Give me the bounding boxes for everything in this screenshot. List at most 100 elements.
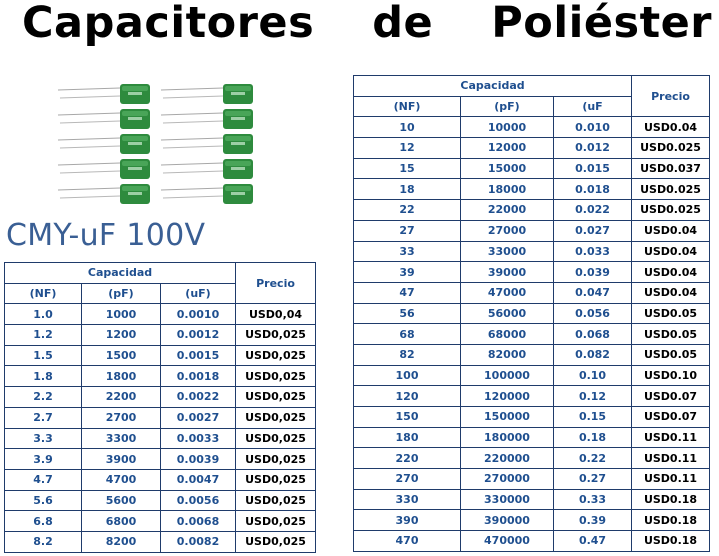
uf-cell: 0.0047 xyxy=(159,468,237,491)
nf-cell: 1.2 xyxy=(4,324,82,346)
title-word-2: de xyxy=(372,0,434,48)
table-row: 12 12000 0.012 USD0.025 xyxy=(353,137,711,159)
nf-cell: 150 xyxy=(353,406,461,428)
uf-cell: 0.018 xyxy=(552,178,633,201)
pf-cell: 2700 xyxy=(81,406,161,429)
uf-cell: 0.0033 xyxy=(159,427,237,450)
uf-cell: 0.18 xyxy=(552,426,633,449)
pf-cell: 18000 xyxy=(460,178,554,201)
pf-cell: 22000 xyxy=(460,199,554,221)
pf-cell: 56000 xyxy=(460,302,554,325)
nf-cell: 390 xyxy=(353,509,461,532)
price-cell: USD0.18 xyxy=(631,530,711,552)
uf-cell: 0.0018 xyxy=(159,365,237,388)
price-cell: USD0,025 xyxy=(235,365,317,388)
pf-cell: 270000 xyxy=(460,468,554,490)
pf-cell: 120000 xyxy=(460,385,554,407)
table-row: 56 56000 0.056 USD0.05 xyxy=(353,302,711,325)
table-row: 47 47000 0.047 USD0.04 xyxy=(353,281,711,304)
price-cell: USD0.18 xyxy=(631,509,711,532)
table-row: 6.8 6800 0.0068 USD0,025 xyxy=(4,510,317,532)
table-row: 27 27000 0.027 USD0.04 xyxy=(353,219,711,242)
nf-cell: 2.7 xyxy=(4,406,82,429)
capacitor-column-left xyxy=(57,84,150,204)
price-cell: USD0.04 xyxy=(631,281,711,304)
table-row: 3.9 3900 0.0039 USD0,025 xyxy=(4,448,317,470)
uf-cell: 0.027 xyxy=(552,219,633,242)
nf-cell: 12 xyxy=(353,137,461,159)
pf-cell: 68000 xyxy=(460,323,554,345)
table-row: 2.7 2700 0.0027 USD0,025 xyxy=(4,406,317,429)
table-row: 33 33000 0.033 USD0.04 xyxy=(353,240,711,263)
price-cell: USD0.07 xyxy=(631,385,711,407)
table-row: 3.3 3300 0.0033 USD0,025 xyxy=(4,427,317,450)
uf-cell: 0.0082 xyxy=(159,530,237,553)
pf-cell: 5600 xyxy=(81,489,161,512)
nf-cell: 100 xyxy=(353,364,461,387)
nf-cell: 56 xyxy=(353,302,461,325)
pf-cell: 33000 xyxy=(460,240,554,263)
nf-cell: 220 xyxy=(353,447,461,470)
table-row: 15 15000 0.015 USD0.037 xyxy=(353,157,711,180)
nf-header: (NF) xyxy=(4,282,82,305)
price-cell: USD0,025 xyxy=(235,324,317,346)
pf-cell: 39000 xyxy=(460,261,554,283)
uf-cell: 0.012 xyxy=(552,137,633,159)
nf-cell: 180 xyxy=(353,426,461,449)
pf-header: (pF) xyxy=(460,95,554,118)
price-cell: USD0.04 xyxy=(631,261,711,283)
uf-cell: 0.27 xyxy=(552,468,633,490)
uf-cell: 0.39 xyxy=(552,509,633,532)
title-word-1: Capacitores xyxy=(22,0,315,48)
nf-cell: 330 xyxy=(353,488,461,511)
nf-cell: 270 xyxy=(353,468,461,490)
uf-cell: 0.0012 xyxy=(159,324,237,346)
nf-cell: 18 xyxy=(353,178,461,201)
table-row: 82 82000 0.082 USD0.05 xyxy=(353,343,711,366)
price-cell: USD0.05 xyxy=(631,343,711,366)
uf-cell: 0.082 xyxy=(552,343,633,366)
table-row: 1.5 1500 0.0015 USD0,025 xyxy=(4,344,317,367)
capacity-header: Capacidad xyxy=(352,75,633,97)
pf-cell: 220000 xyxy=(460,447,554,470)
nf-cell: 3.3 xyxy=(4,427,82,450)
table-row: 180 180000 0.18 USD0.11 xyxy=(353,426,711,449)
table-row: 1.0 1000 0.0010 USD0,04 xyxy=(4,303,317,326)
uf-cell: 0.12 xyxy=(552,385,633,407)
uf-cell: 0.0039 xyxy=(159,448,237,470)
uf-cell: 0.33 xyxy=(552,488,633,511)
price-cell: USD0.11 xyxy=(631,468,711,490)
price-cell: USD0.05 xyxy=(631,302,711,325)
pf-cell: 10000 xyxy=(460,116,554,139)
table-row: 22 22000 0.022 USD0.025 xyxy=(353,199,711,221)
pf-cell: 3300 xyxy=(81,427,161,450)
price-cell: USD0.11 xyxy=(631,447,711,470)
price-cell: USD0.07 xyxy=(631,406,711,428)
pf-cell: 3900 xyxy=(81,448,161,470)
table-row: 4.7 4700 0.0047 USD0,025 xyxy=(4,468,317,491)
uf-cell: 0.10 xyxy=(552,364,633,387)
nf-cell: 68 xyxy=(353,323,461,345)
price-cell: USD0.05 xyxy=(631,323,711,345)
nf-cell: 2.2 xyxy=(4,386,82,408)
pf-cell: 1800 xyxy=(81,365,161,388)
pf-cell: 8200 xyxy=(81,530,161,553)
uf-cell: 0.039 xyxy=(552,261,633,283)
nf-header: (NF) xyxy=(353,95,461,118)
pf-cell: 150000 xyxy=(460,406,554,428)
price-cell: USD0,025 xyxy=(235,427,317,450)
capacitor-column-right xyxy=(160,84,253,204)
price-cell: USD0.025 xyxy=(631,137,711,159)
nf-cell: 120 xyxy=(353,385,461,407)
price-cell: USD0,025 xyxy=(235,386,317,408)
table-row: 150 150000 0.15 USD0.07 xyxy=(353,406,711,428)
uf-header: (uF) xyxy=(159,282,237,305)
pf-cell: 470000 xyxy=(460,530,554,552)
price-cell: USD0.037 xyxy=(631,157,711,180)
table-row: 2.2 2200 0.0022 USD0,025 xyxy=(4,386,317,408)
uf-cell: 0.0027 xyxy=(159,406,237,429)
model-label: CMY-uF 100V xyxy=(6,218,206,253)
nf-cell: 82 xyxy=(353,343,461,366)
table-row: 470 470000 0.47 USD0.18 xyxy=(353,530,711,552)
page-title: Capacitores de Poliéster xyxy=(22,0,712,50)
